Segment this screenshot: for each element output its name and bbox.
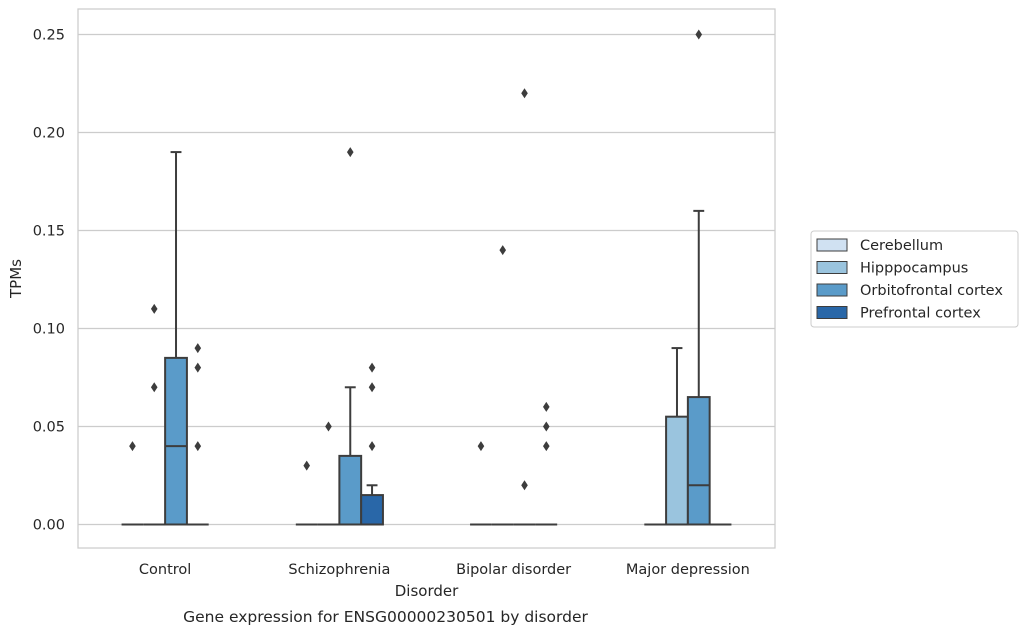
- y-tick-label: 0.00: [33, 517, 65, 533]
- chart-caption: Gene expression for ENSG00000230501 by d…: [183, 608, 588, 626]
- legend-label: Cerebellum: [860, 238, 943, 254]
- outlier-point: [194, 441, 202, 452]
- box-plot-marks: [121, 29, 732, 526]
- outlier-point: [368, 362, 376, 373]
- outlier-point: [150, 303, 158, 314]
- outlier-point: [194, 343, 202, 354]
- outlier-point: [542, 401, 550, 412]
- box-group: [535, 401, 558, 526]
- x-axis-ticks: Control Schizophrenia Bipolar disorder Majo…: [139, 562, 750, 578]
- outlier-point: [368, 441, 376, 452]
- legend: Cerebellum Hipppocampus Orbitofrontal cort…: [810, 230, 1019, 328]
- legend-swatch: [816, 306, 848, 319]
- y-tick-label: 0.20: [33, 125, 65, 141]
- box-group: [360, 362, 384, 526]
- box-group: [513, 88, 536, 526]
- outlier-point: [521, 480, 528, 491]
- box: [164, 356, 188, 526]
- outlier-point: [695, 29, 703, 40]
- plot-frame: [77, 8, 776, 549]
- box-group: [338, 147, 363, 526]
- outlier-point: [499, 245, 507, 256]
- box-group: [491, 245, 514, 526]
- box-group: [317, 421, 340, 526]
- legend-swatch: [816, 238, 848, 252]
- x-tick-label: Bipolar disorder: [456, 562, 571, 578]
- outlier-point: [542, 441, 550, 452]
- outlier-point: [521, 88, 528, 99]
- outlier-point: [150, 382, 158, 393]
- x-axis-label: Disorder: [395, 582, 459, 600]
- box-group: [186, 343, 209, 526]
- y-tick-label: 0.05: [33, 419, 65, 435]
- x-tick-label: Schizophrenia: [288, 562, 390, 578]
- legend-label: Hipppocampus: [860, 261, 968, 277]
- outlier-point: [542, 421, 550, 432]
- x-tick-label: Control: [139, 562, 191, 578]
- box-group: [143, 303, 166, 526]
- outlier-point: [325, 421, 332, 432]
- box-group: [121, 441, 144, 526]
- box: [686, 396, 711, 526]
- outlier-point: [303, 460, 311, 471]
- outlier-point: [368, 382, 376, 393]
- outlier-point: [477, 441, 485, 452]
- y-axis-label: TPMs: [7, 259, 25, 299]
- outlier-point: [346, 147, 354, 158]
- y-axis-ticks: 0.00 0.05 0.10 0.15 0.20 0.25: [33, 27, 65, 533]
- box-group: [686, 29, 711, 526]
- legend-label: Orbitofrontal cortex: [860, 283, 1003, 299]
- box: [360, 494, 384, 526]
- y-tick-label: 0.25: [33, 27, 65, 43]
- y-tick-label: 0.15: [33, 223, 65, 239]
- box-group: [470, 441, 492, 526]
- legend-swatch: [816, 261, 848, 274]
- legend-label: Prefrontal cortex: [860, 306, 981, 322]
- box-group: [164, 151, 188, 526]
- outlier-point: [129, 441, 136, 452]
- y-tick-label: 0.10: [33, 321, 65, 337]
- box: [665, 415, 689, 526]
- box-group: [665, 347, 689, 526]
- outlier-point: [194, 362, 202, 373]
- box: [338, 454, 363, 526]
- x-tick-label: Major depression: [626, 562, 750, 578]
- box-group: [295, 460, 318, 526]
- legend-frame: [810, 230, 1019, 328]
- legend-swatch: [816, 283, 848, 297]
